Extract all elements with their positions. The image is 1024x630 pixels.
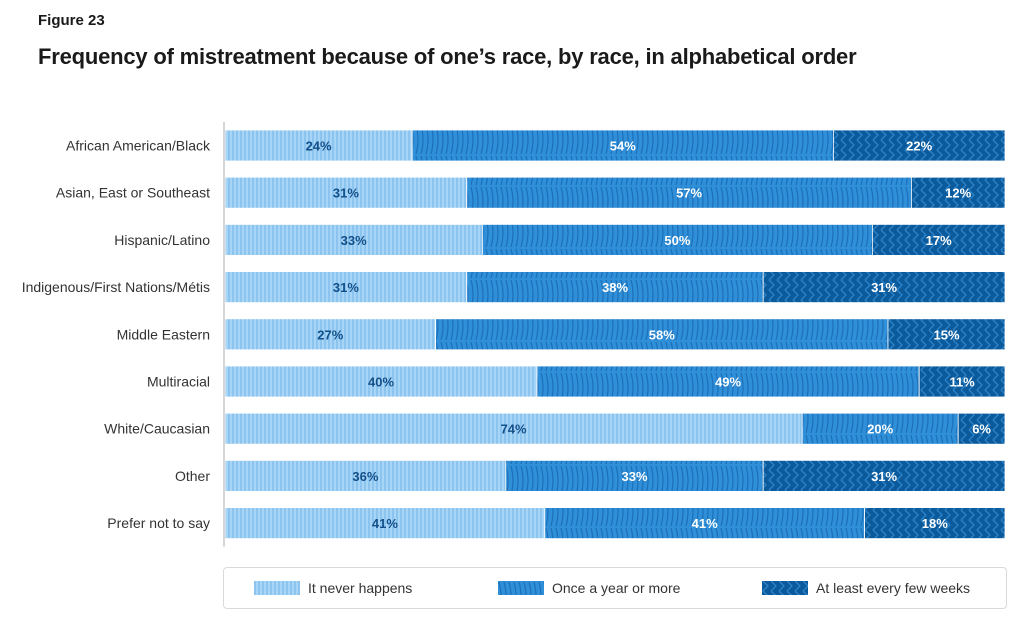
data-label-weeks: 31% <box>871 280 897 295</box>
bar-segment-never <box>224 129 413 162</box>
legend-item-weeks: At least every few weeks <box>762 568 970 608</box>
bar-segment-never <box>224 459 507 492</box>
bar-segment-weeks <box>957 412 1006 445</box>
legend-swatch-weeks <box>762 581 808 595</box>
data-label-yearly: 57% <box>676 186 702 201</box>
bar-segment-yearly <box>801 412 959 445</box>
category-label: Hispanic/Latino <box>114 232 210 248</box>
chart-title: Frequency of mistreatment because of one… <box>38 44 857 69</box>
data-label-never: 33% <box>341 233 367 248</box>
bar-segment-never <box>224 176 468 209</box>
legend: It never happens Once a year or more At … <box>223 567 1007 609</box>
data-label-never: 31% <box>333 280 359 295</box>
data-label-never: 36% <box>352 469 378 484</box>
bar-segment-never <box>224 223 483 256</box>
data-label-never: 40% <box>368 375 394 390</box>
labels-layer: African American/Black 24% 54% 22% Asian, Ea… <box>22 138 992 532</box>
bar-segment-weeks <box>918 365 1006 398</box>
data-label-never: 27% <box>317 327 343 342</box>
bar-segment-never <box>224 507 546 540</box>
data-label-yearly: 54% <box>610 139 636 154</box>
legend-swatch-yearly <box>498 581 544 595</box>
bar-segment-yearly <box>505 459 764 492</box>
data-label-weeks: 31% <box>871 469 897 484</box>
legend-swatch-never <box>254 581 300 595</box>
data-label-weeks: 11% <box>949 375 975 390</box>
bar-segment-yearly <box>466 176 912 209</box>
data-label-weeks: 15% <box>933 327 959 342</box>
bar-segment-weeks <box>762 271 1006 304</box>
category-label: Other <box>175 468 210 484</box>
category-label: Asian, East or Southeast <box>56 185 210 201</box>
data-label-weeks: 17% <box>926 233 952 248</box>
data-label-never: 41% <box>372 516 398 531</box>
data-label-never: 31% <box>333 186 359 201</box>
legend-item-never: It never happens <box>254 568 412 608</box>
bar-segment-yearly <box>544 507 865 540</box>
data-label-yearly: 41% <box>692 516 718 531</box>
bar-segment-weeks <box>887 318 1006 351</box>
data-label-yearly: 20% <box>867 422 893 437</box>
bar-segment-weeks <box>872 223 1006 256</box>
data-label-weeks: 22% <box>906 139 932 154</box>
figure-label: Figure 23 <box>38 12 105 29</box>
bars-layer <box>224 129 1006 540</box>
category-label: African American/Black <box>66 138 211 154</box>
legend-label-yearly: Once a year or more <box>552 580 681 596</box>
legend-item-yearly: Once a year or more <box>498 568 680 608</box>
stacked-bar-chart: African American/Black 24% 54% 22% Asian, Ea… <box>22 122 1006 547</box>
bar-segment-weeks <box>762 459 1006 492</box>
category-label: Indigenous/First Nations/Métis <box>22 279 210 295</box>
data-label-never: 24% <box>306 139 332 154</box>
legend-label-weeks: At least every few weeks <box>816 580 971 596</box>
bar-segment-never <box>224 271 468 304</box>
data-label-weeks: 6% <box>972 422 991 437</box>
data-label-yearly: 58% <box>649 327 675 342</box>
bar-segment-weeks <box>833 129 1006 162</box>
bar-segment-weeks <box>911 176 1006 209</box>
data-label-yearly: 33% <box>621 469 647 484</box>
bar-segment-never <box>224 365 538 398</box>
data-label-weeks: 18% <box>922 516 948 531</box>
data-label-never: 74% <box>501 422 527 437</box>
category-label: Middle Eastern <box>117 326 210 342</box>
data-label-yearly: 49% <box>715 375 741 390</box>
bar-segment-yearly <box>481 223 873 256</box>
data-label-yearly: 50% <box>664 233 690 248</box>
legend-label-never: It never happens <box>308 580 413 596</box>
category-label: Prefer not to say <box>107 515 210 531</box>
bar-segment-never <box>224 412 803 445</box>
bar-segment-yearly <box>466 271 764 304</box>
bar-segment-weeks <box>864 507 1006 540</box>
bar-segment-yearly <box>435 318 889 351</box>
data-label-weeks: 12% <box>945 186 971 201</box>
data-label-yearly: 38% <box>602 280 628 295</box>
bar-segment-yearly <box>536 365 920 398</box>
category-label: White/Caucasian <box>104 421 210 437</box>
category-label: Multiracial <box>147 374 210 390</box>
